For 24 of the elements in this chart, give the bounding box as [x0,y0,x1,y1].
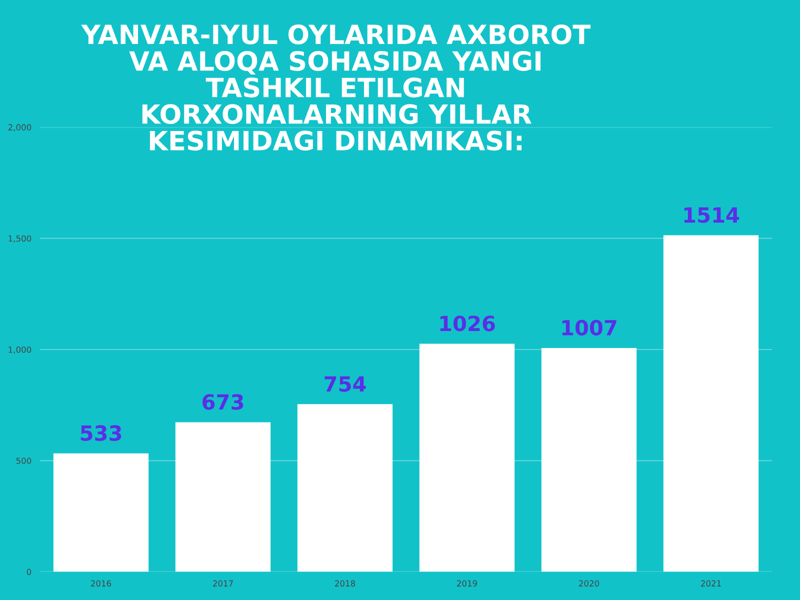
bar [541,348,637,572]
bar [297,404,393,572]
bar [175,422,271,572]
y-tick-label: 0 [26,568,32,576]
data-label: 754 [324,376,366,392]
y-tick-label: 1,000 [8,346,32,354]
x-tick-label: 2018 [335,580,356,587]
x-tick-label: 2017 [213,580,233,587]
bar [663,235,759,572]
y-tick-label: 500 [16,458,32,464]
y-tick-label: 2,000 [8,124,32,132]
data-label: 673 [202,394,244,410]
x-tick-label: 2016 [91,580,112,587]
x-tick-label: 2021 [701,580,721,587]
x-tick-label: 2020 [579,580,600,587]
y-tick-label: 1,500 [8,235,32,242]
data-label: 533 [80,425,122,441]
x-tick-label: 2019 [457,580,478,587]
bar [419,344,515,572]
data-label: 1007 [562,320,616,336]
bar [53,453,149,572]
data-label: 1026 [440,316,495,332]
chart-title: YANVAR-IYUL OYLARIDA AXBOROT VA ALOQA SOHASIDA YANGI TASHKIL ETILGAN KORXONALARNING YILLAR KESIMIDAGI DINAMIKASI: [81,24,591,151]
data-label: 1514 [684,207,740,223]
